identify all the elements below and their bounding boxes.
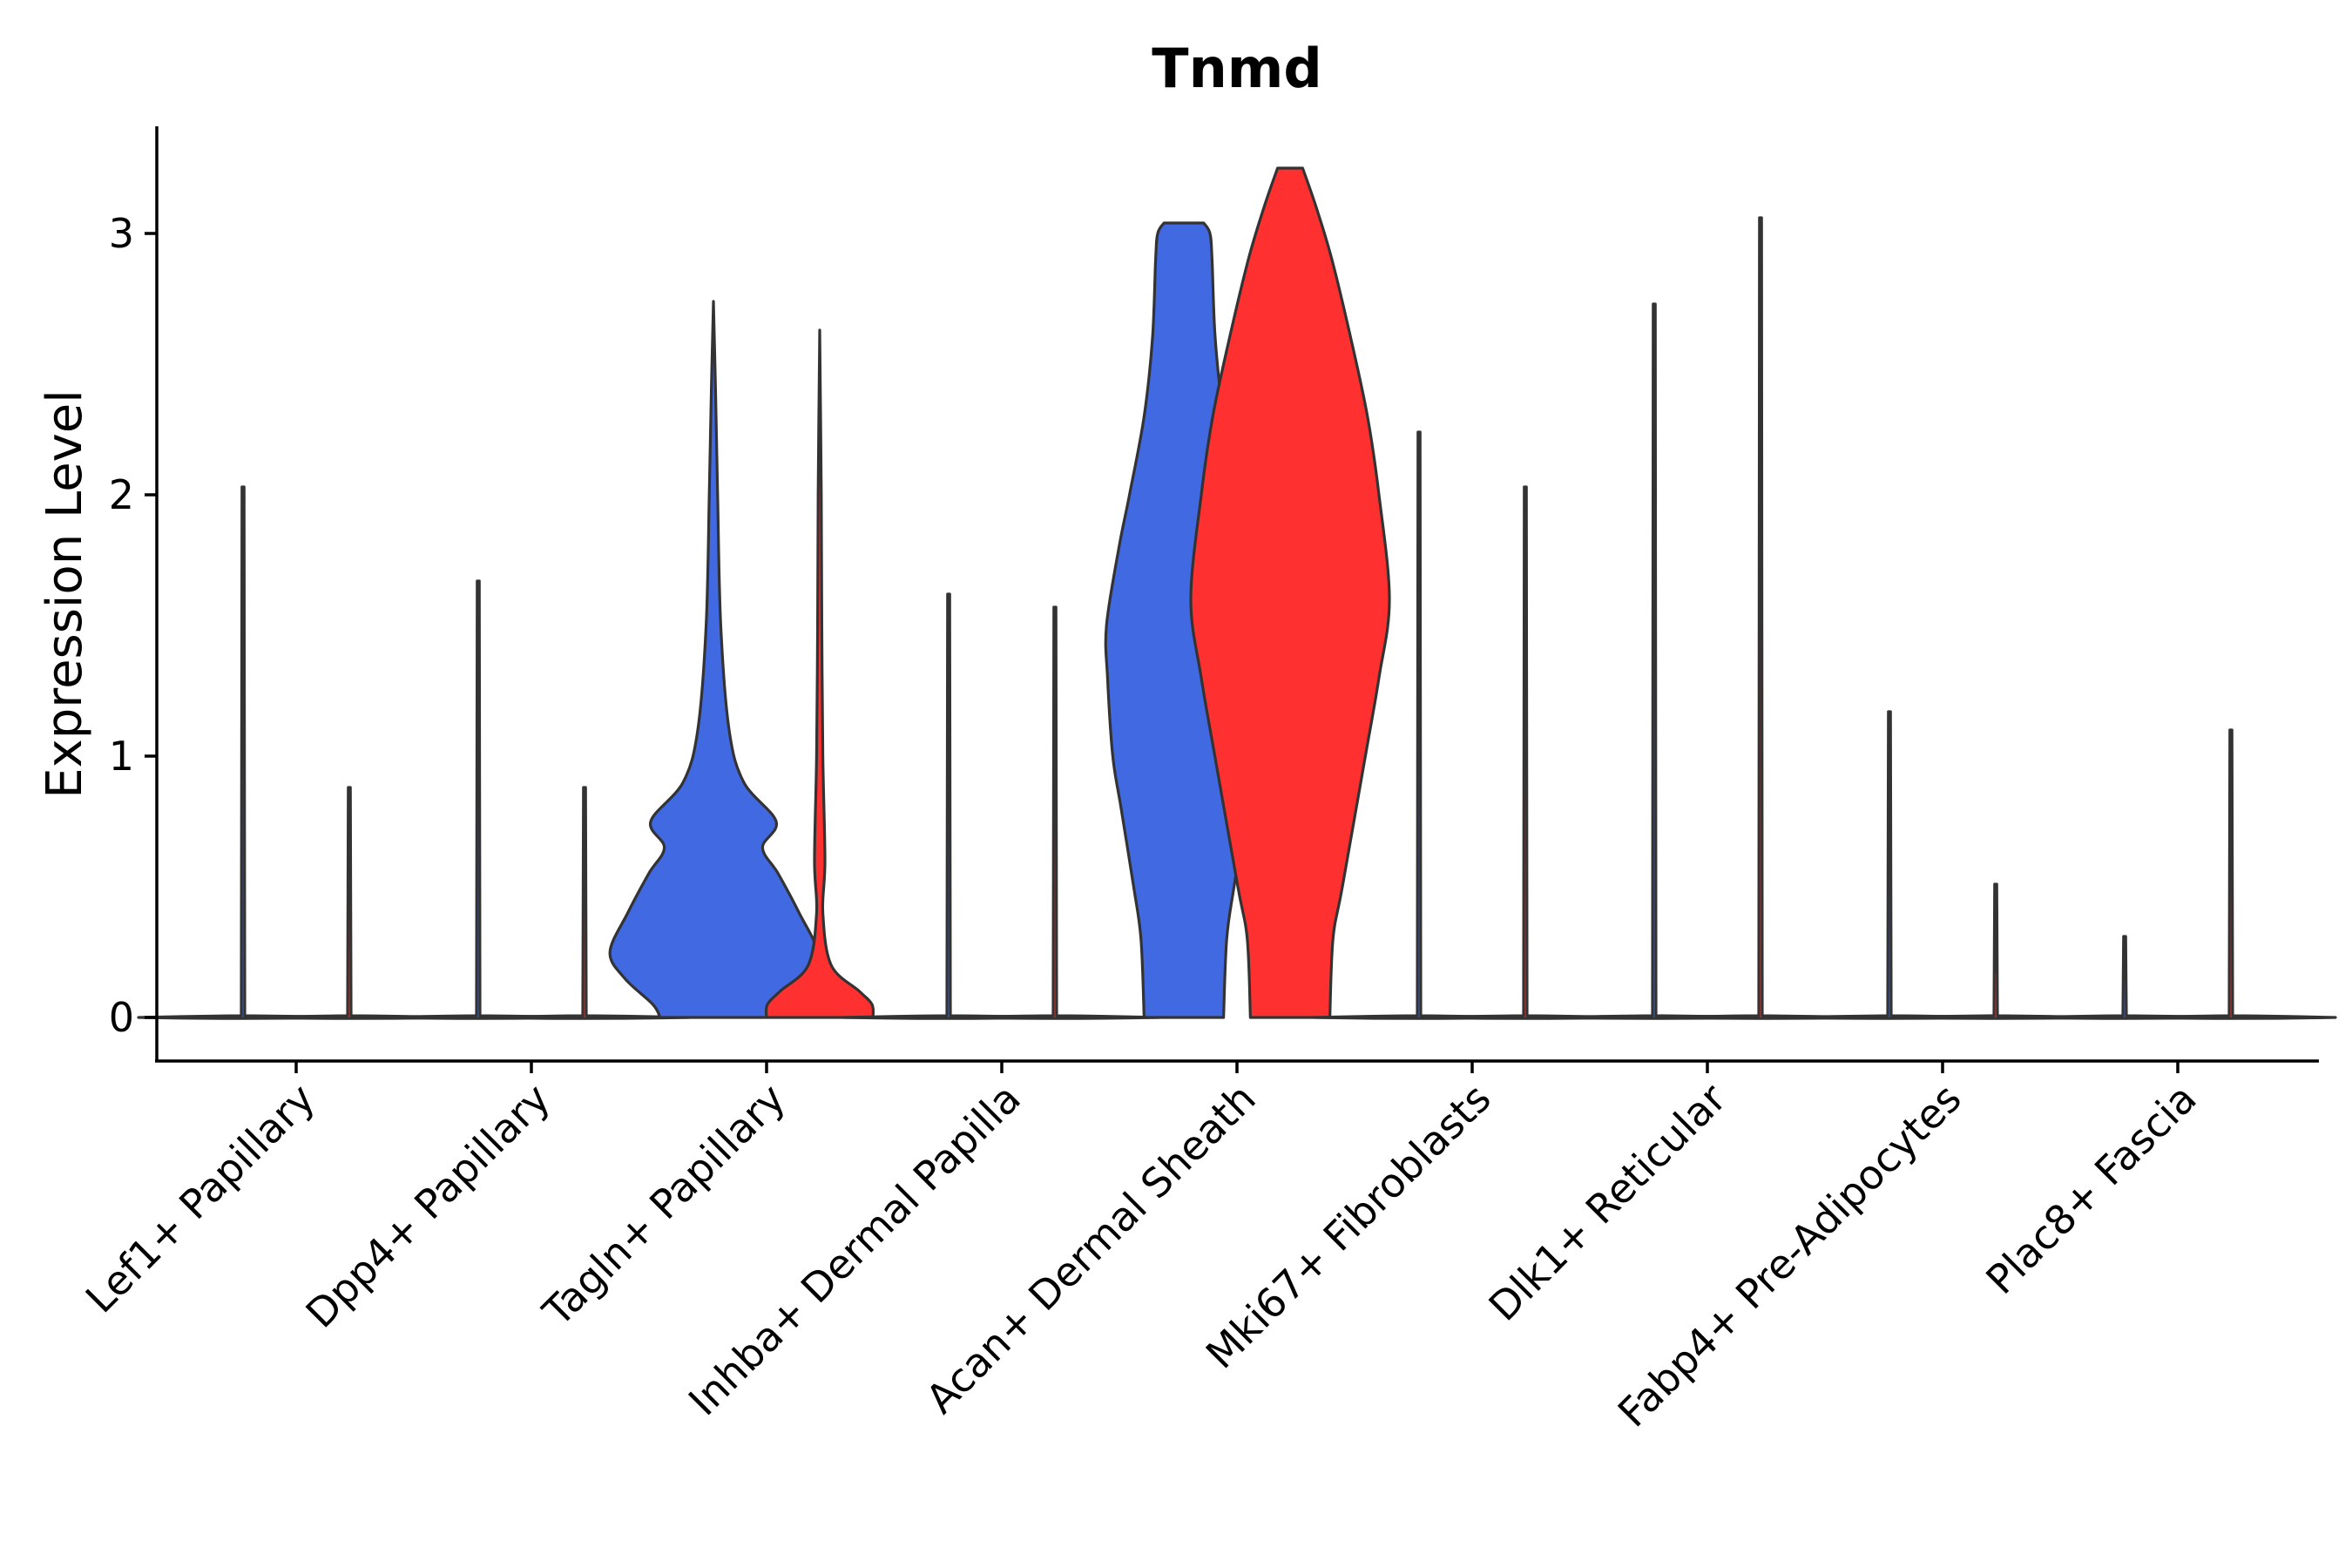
violin-1-3 bbox=[608, 300, 819, 1019]
violin-1-9 bbox=[2018, 935, 2231, 1020]
x-tick-label-3: Tagln+ Papillary bbox=[533, 1075, 794, 1336]
violin-2-5 bbox=[1189, 166, 1391, 1019]
outlier-point bbox=[1993, 910, 1998, 916]
outlier-point bbox=[1993, 963, 1998, 968]
y-axis-label: Expression Level bbox=[37, 389, 93, 799]
violin-2-6 bbox=[1419, 485, 1632, 1020]
y-tick-label-3: 3 bbox=[109, 210, 134, 257]
x-tick-label-1: Lef1+ Papillary bbox=[77, 1075, 324, 1322]
y-tick-label-1: 1 bbox=[109, 733, 134, 780]
violin-1-8 bbox=[1783, 710, 1996, 1020]
violin-2-9 bbox=[2125, 728, 2337, 1020]
y-tick-label-2: 2 bbox=[109, 471, 134, 518]
x-tick-label-7: Dlk1+ Reticular bbox=[1480, 1075, 1735, 1330]
chart-title: Tnmd bbox=[1152, 37, 1321, 100]
violin-2-8 bbox=[1889, 882, 2102, 1020]
outlier-point bbox=[1993, 957, 1998, 963]
violin-1-2 bbox=[372, 579, 585, 1020]
violin-2-7 bbox=[1654, 216, 1867, 1020]
violin-2-3 bbox=[764, 328, 875, 1019]
x-tick-label-2: Dpp4+ Papillary bbox=[297, 1075, 559, 1337]
violin-2-1 bbox=[243, 786, 456, 1020]
violin-1-7 bbox=[1548, 302, 1761, 1020]
x-tick-label-9: Plac8+ Fascia bbox=[1977, 1075, 2205, 1303]
outlier-point bbox=[1993, 968, 1998, 973]
violin-layer bbox=[137, 166, 2337, 1020]
violin-1-1 bbox=[137, 485, 349, 1020]
y-tick-label-0: 0 bbox=[109, 994, 134, 1041]
violin-1-4 bbox=[842, 592, 1055, 1020]
